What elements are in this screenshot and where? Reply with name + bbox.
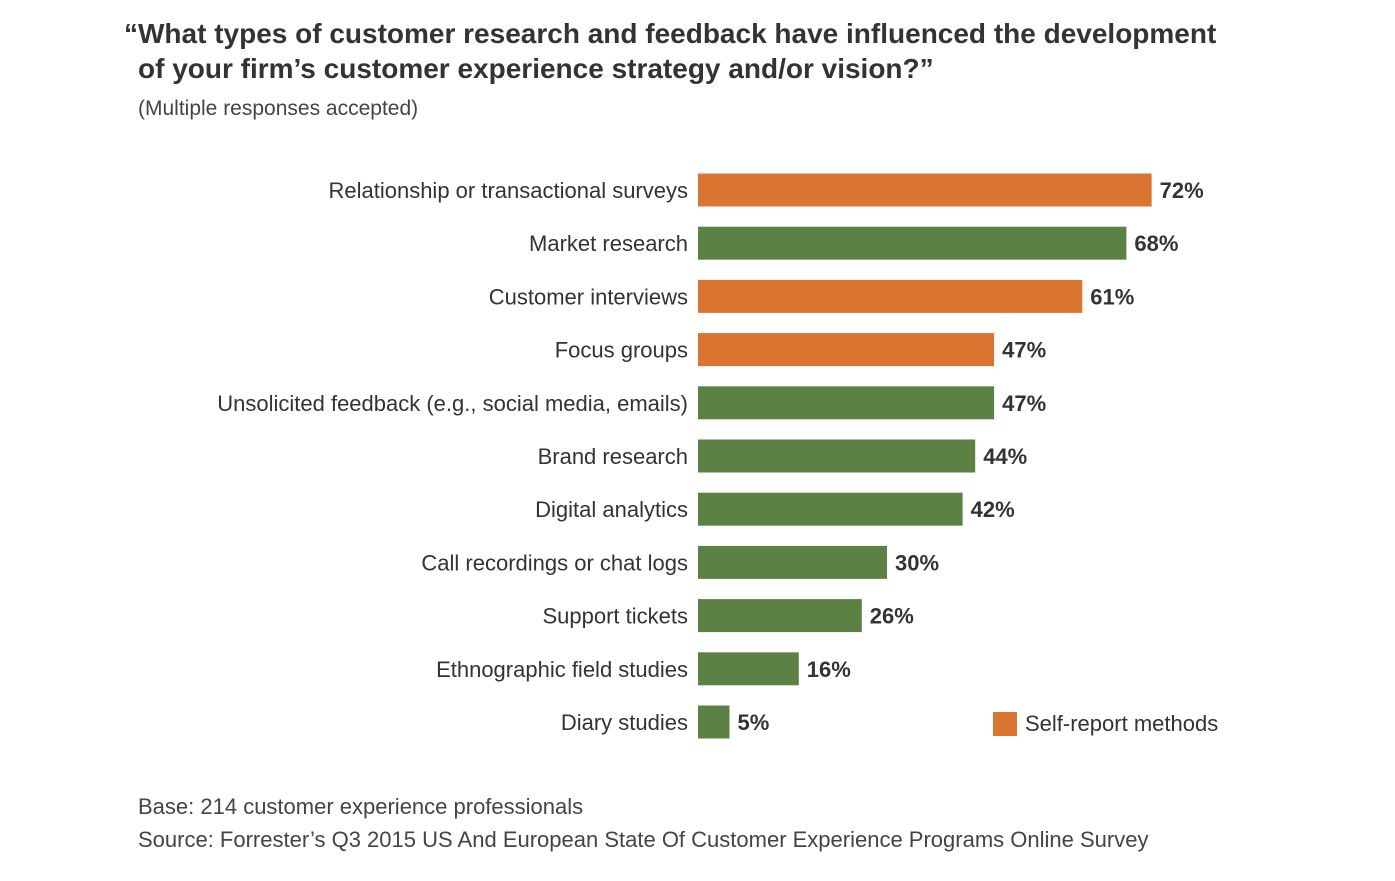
value-label: 5% <box>738 710 770 735</box>
chart-title-line-1: “What types of customer research and fee… <box>124 18 1217 49</box>
category-label: Digital analytics <box>535 497 688 522</box>
value-label: 47% <box>1002 391 1046 416</box>
category-label: Call recordings or chat logs <box>421 550 688 575</box>
category-label: Relationship or transactional surveys <box>328 178 688 203</box>
category-label: Ethnographic field studies <box>436 657 688 682</box>
value-label: 72% <box>1160 178 1204 203</box>
value-label: 61% <box>1090 284 1134 309</box>
category-label: Customer interviews <box>489 284 688 309</box>
bar <box>698 226 1127 260</box>
category-label: Focus groups <box>555 338 688 363</box>
chart-title: “What types of customer research and fee… <box>124 16 1324 86</box>
category-label: Unsolicited feedback (e.g., social media… <box>217 391 688 416</box>
bar <box>698 599 862 633</box>
bar <box>698 492 963 526</box>
bar <box>698 545 887 579</box>
bar <box>698 279 1083 313</box>
footer-source: Source: Forrester’s Q3 2015 US And Europ… <box>138 827 1149 852</box>
category-label: Support tickets <box>542 604 688 629</box>
value-label: 16% <box>807 657 851 682</box>
bar <box>698 652 799 686</box>
chart-subtitle: (Multiple responses accepted) <box>138 97 419 120</box>
value-label: 30% <box>895 550 939 575</box>
category-label: Diary studies <box>561 710 688 735</box>
value-label: 44% <box>983 444 1027 469</box>
footer-base: Base: 214 customer experience profession… <box>138 794 584 819</box>
legend: Self-report methods <box>993 711 1218 737</box>
bar <box>698 705 730 739</box>
bar <box>698 386 995 420</box>
value-label: 26% <box>870 604 914 629</box>
value-label: 47% <box>1002 338 1046 363</box>
legend-label-self-report: Self-report methods <box>1025 711 1219 736</box>
bar <box>698 439 976 473</box>
value-label: 42% <box>971 497 1015 522</box>
bar <box>698 173 1152 207</box>
legend-swatch-self-report <box>993 712 1017 736</box>
category-label: Brand research <box>538 444 688 469</box>
bar <box>698 333 995 367</box>
category-label: Market research <box>529 231 688 256</box>
value-label: 68% <box>1134 231 1178 256</box>
chart-title-line-2: of your firm’s customer experience strat… <box>138 53 934 84</box>
